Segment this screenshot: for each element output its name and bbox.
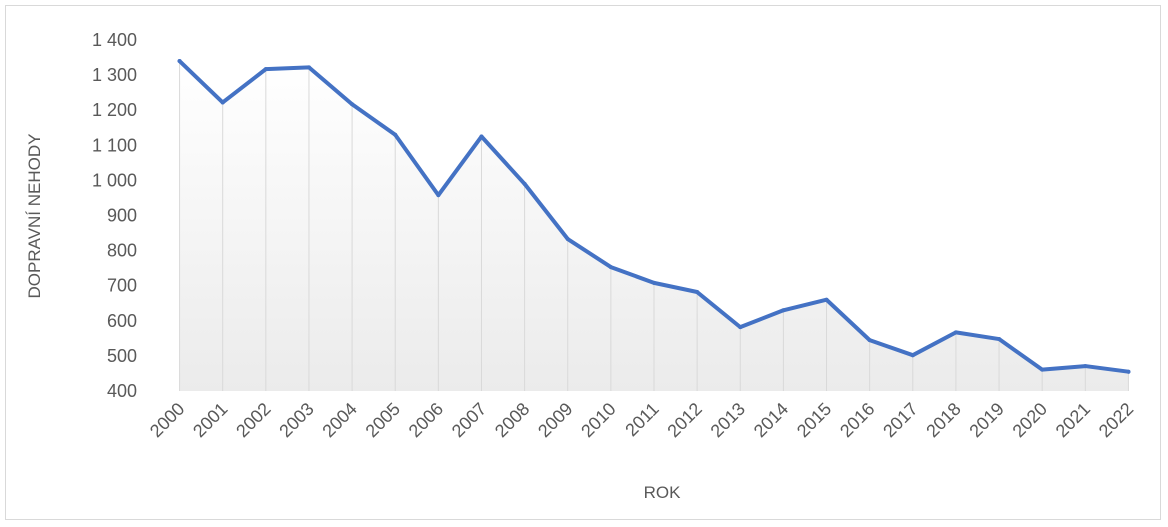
x-tick-label: 2008 (491, 399, 533, 441)
y-tick-label: 1 100 (92, 135, 137, 155)
x-tick-label: 2005 (362, 399, 404, 441)
x-tick-label: 2010 (577, 399, 619, 441)
data-point-2001 (220, 100, 225, 105)
data-point-2007 (479, 134, 484, 139)
area-fill (179, 61, 1129, 392)
data-point-2006 (436, 193, 441, 198)
x-tick-label: 2004 (318, 399, 360, 441)
x-tick-label: 2007 (448, 399, 490, 441)
x-tick-label: 2019 (965, 399, 1007, 441)
y-tick-label: 1 200 (92, 100, 137, 120)
y-axis-title: DOPRAVNÍ NEHODY (25, 134, 44, 299)
x-tick-label: 2017 (879, 399, 921, 441)
data-point-2014 (781, 308, 786, 313)
data-point-2020 (1040, 367, 1045, 372)
y-tick-label: 800 (107, 241, 137, 261)
y-tick-label: 1 000 (92, 170, 137, 190)
x-tick-label: 2022 (1095, 399, 1137, 441)
y-tick-label: 1 300 (92, 65, 137, 85)
x-tick-label: 2002 (232, 399, 274, 441)
data-point-2010 (608, 265, 613, 270)
y-tick-label: 500 (107, 346, 137, 366)
data-point-2003 (306, 65, 311, 70)
y-tick-label: 400 (107, 381, 137, 401)
y-tick-label: 1 400 (92, 30, 137, 50)
x-tick-label: 2016 (836, 399, 878, 441)
x-tick-label: 2020 (1009, 399, 1051, 441)
data-point-2016 (867, 338, 872, 343)
data-point-2009 (565, 237, 570, 242)
data-point-2012 (695, 290, 700, 295)
x-tick-label: 2014 (750, 399, 792, 441)
x-tick-label: 2009 (534, 399, 576, 441)
x-tick-label: 2012 (663, 399, 705, 441)
data-point-2022 (1126, 369, 1131, 374)
x-tick-label: 2021 (1052, 399, 1094, 441)
data-point-2017 (910, 353, 915, 358)
data-point-2002 (263, 67, 268, 72)
data-point-2019 (997, 337, 1002, 342)
data-point-2004 (350, 102, 355, 107)
x-tick-label: 2000 (146, 399, 188, 441)
x-axis-title: ROK (644, 483, 682, 502)
x-tick-label: 2013 (707, 399, 749, 441)
x-tick-label: 2003 (275, 399, 317, 441)
data-point-2015 (824, 297, 829, 302)
x-tick-label: 2018 (922, 399, 964, 441)
data-point-2008 (522, 181, 527, 186)
data-point-2011 (652, 280, 656, 285)
data-point-2013 (738, 325, 743, 330)
data-point-2021 (1083, 364, 1088, 369)
x-tick-label: 2001 (189, 399, 231, 441)
data-point-2000 (177, 59, 182, 64)
x-tick-label: 2006 (405, 399, 447, 441)
y-tick-label: 900 (107, 206, 137, 226)
data-point-2005 (393, 132, 398, 137)
y-tick-label: 700 (107, 276, 137, 296)
x-tick-label: 2015 (793, 399, 835, 441)
x-tick-label: 2011 (621, 399, 663, 441)
data-point-2018 (953, 330, 958, 335)
y-tick-label: 600 (107, 311, 137, 331)
